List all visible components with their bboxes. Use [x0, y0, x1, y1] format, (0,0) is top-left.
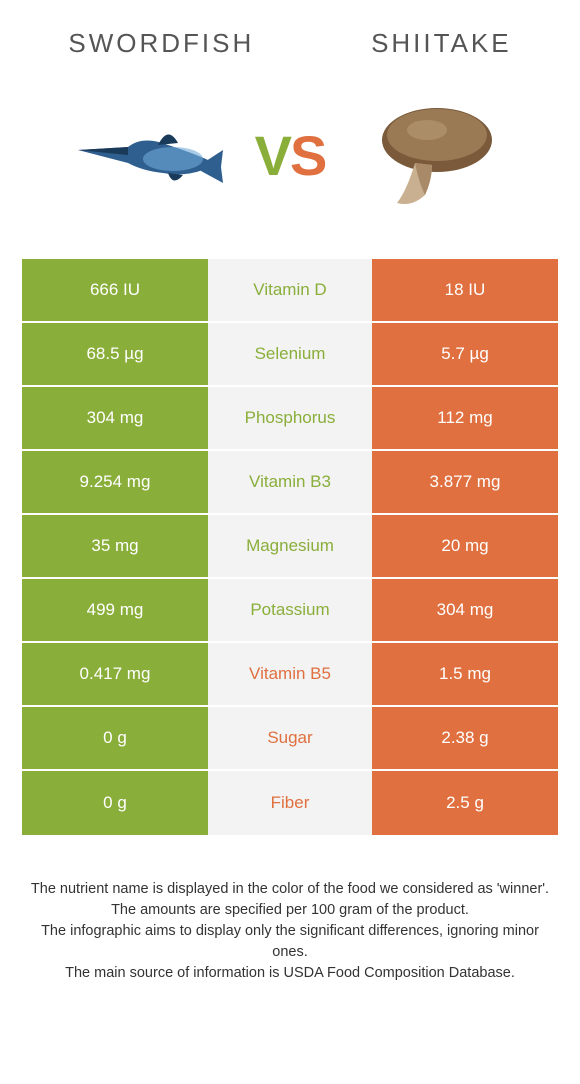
nutrient-label: Selenium	[208, 323, 372, 387]
footnote-line: The main source of information is USDA F…	[22, 963, 558, 984]
table-row: 0 gFiber2.5 g	[22, 771, 558, 835]
title-right: Shiitake	[371, 28, 512, 59]
value-left: 9.254 mg	[22, 451, 208, 515]
value-right: 5.7 µg	[372, 323, 558, 387]
value-right: 2.5 g	[372, 771, 558, 835]
nutrient-label: Vitamin D	[208, 259, 372, 323]
value-left: 68.5 µg	[22, 323, 208, 387]
value-left: 666 IU	[22, 259, 208, 323]
title-left: Swordfish	[68, 28, 254, 59]
title-row: Swordfish Shiitake	[0, 0, 580, 67]
value-right: 1.5 mg	[372, 643, 558, 707]
table-row: 68.5 µgSelenium5.7 µg	[22, 323, 558, 387]
vs-v: V	[255, 124, 290, 187]
nutrient-label: Magnesium	[208, 515, 372, 579]
table-row: 35 mgMagnesium20 mg	[22, 515, 558, 579]
table-row: 0 gSugar2.38 g	[22, 707, 558, 771]
value-right: 2.38 g	[372, 707, 558, 771]
value-left: 0 g	[22, 707, 208, 771]
value-right: 112 mg	[372, 387, 558, 451]
table-row: 666 IUVitamin D18 IU	[22, 259, 558, 323]
value-left: 304 mg	[22, 387, 208, 451]
table-row: 0.417 mgVitamin B51.5 mg	[22, 643, 558, 707]
footnote-line: The amounts are specified per 100 gram o…	[22, 900, 558, 921]
vs-label: VS	[255, 123, 326, 188]
nutrient-label: Potassium	[208, 579, 372, 643]
hero-row: VS	[0, 67, 580, 259]
vs-s: S	[290, 124, 325, 187]
value-right: 3.877 mg	[372, 451, 558, 515]
value-right: 18 IU	[372, 259, 558, 323]
nutrient-label: Phosphorus	[208, 387, 372, 451]
value-right: 20 mg	[372, 515, 558, 579]
value-right: 304 mg	[372, 579, 558, 643]
nutrient-label: Vitamin B3	[208, 451, 372, 515]
nutrition-table: 666 IUVitamin D18 IU68.5 µgSelenium5.7 µ…	[22, 259, 558, 835]
value-left: 35 mg	[22, 515, 208, 579]
value-left: 0 g	[22, 771, 208, 835]
nutrient-label: Vitamin B5	[208, 643, 372, 707]
nutrient-label: Sugar	[208, 707, 372, 771]
swordfish-image	[73, 95, 233, 215]
table-row: 304 mgPhosphorus112 mg	[22, 387, 558, 451]
table-row: 9.254 mgVitamin B33.877 mg	[22, 451, 558, 515]
footnotes: The nutrient name is displayed in the co…	[22, 879, 558, 984]
table-row: 499 mgPotassium304 mg	[22, 579, 558, 643]
shiitake-image	[347, 95, 507, 215]
footnote-line: The infographic aims to display only the…	[22, 921, 558, 963]
value-left: 499 mg	[22, 579, 208, 643]
nutrient-label: Fiber	[208, 771, 372, 835]
footnote-line: The nutrient name is displayed in the co…	[22, 879, 558, 900]
value-left: 0.417 mg	[22, 643, 208, 707]
